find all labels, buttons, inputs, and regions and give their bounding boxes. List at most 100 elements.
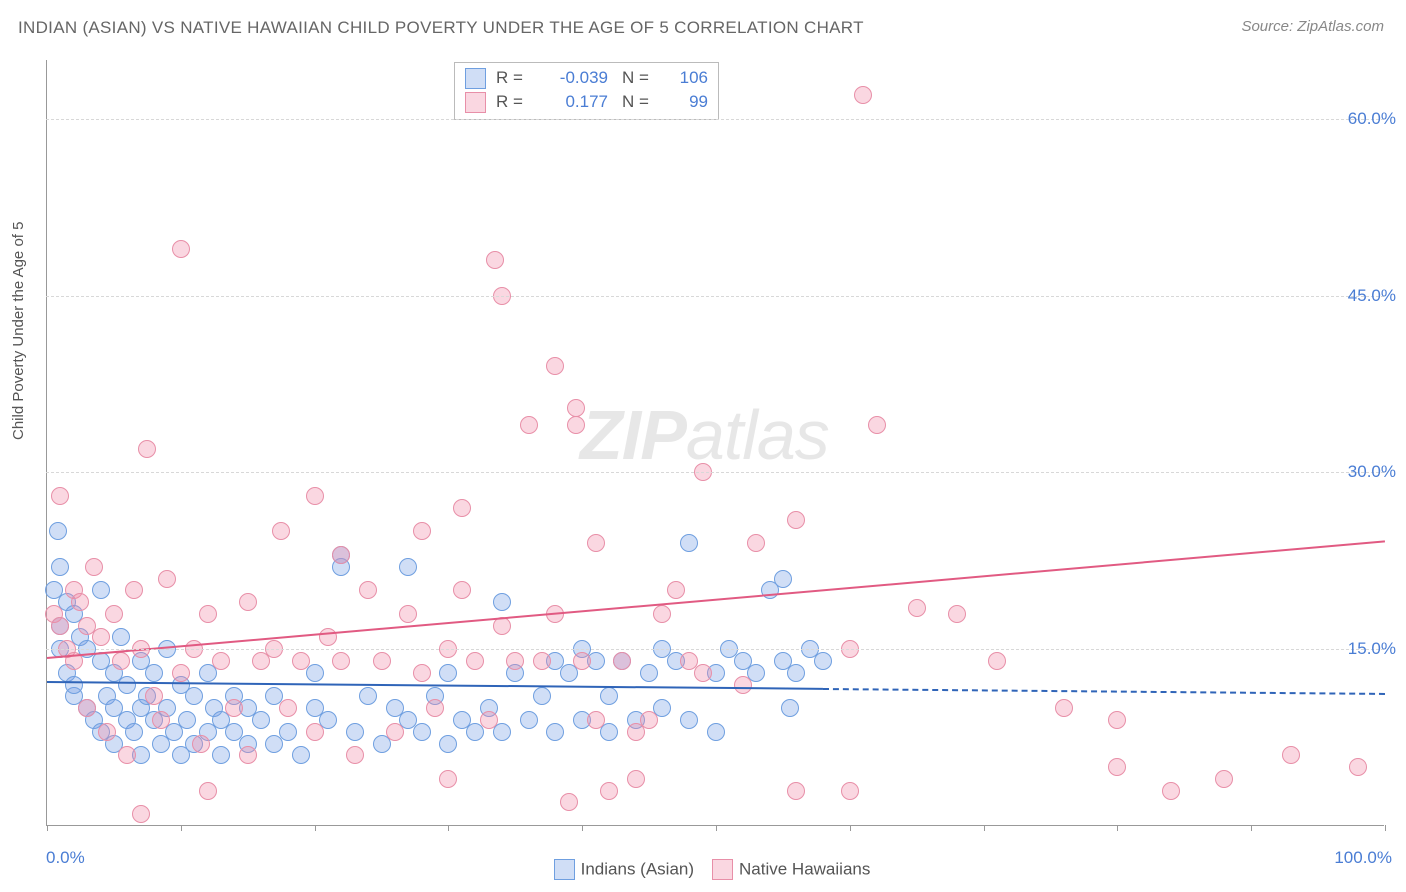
data-point [212, 746, 230, 764]
data-point [560, 793, 578, 811]
data-point [787, 664, 805, 682]
data-point [185, 687, 203, 705]
data-point [85, 558, 103, 576]
data-point [493, 593, 511, 611]
y-tick-label: 30.0% [1348, 462, 1396, 482]
x-tick [984, 825, 985, 831]
data-point [486, 251, 504, 269]
data-point [413, 664, 431, 682]
data-point [239, 593, 257, 611]
data-point [399, 605, 417, 623]
trend-line [823, 688, 1385, 695]
data-point [587, 711, 605, 729]
legend-series-name: Indians (Asian) [581, 860, 694, 879]
data-point [145, 664, 163, 682]
data-point [332, 652, 350, 670]
legend-row: R =-0.039N =106 [465, 66, 708, 90]
data-point [854, 86, 872, 104]
legend-r-label: R = [496, 90, 538, 114]
data-point [787, 782, 805, 800]
data-point [292, 746, 310, 764]
x-tick [1251, 825, 1252, 831]
y-axis-label: Child Poverty Under the Age of 5 [10, 222, 27, 440]
x-tick [1385, 825, 1386, 831]
data-point [125, 581, 143, 599]
data-point [640, 711, 658, 729]
x-tick [1117, 825, 1118, 831]
data-point [520, 711, 538, 729]
legend-row: R =0.177N =99 [465, 90, 708, 114]
data-point [51, 558, 69, 576]
y-tick-label: 60.0% [1348, 109, 1396, 129]
data-point [747, 534, 765, 552]
data-point [152, 711, 170, 729]
data-point [1215, 770, 1233, 788]
data-point [667, 581, 685, 599]
data-point [948, 605, 966, 623]
data-point [332, 546, 350, 564]
x-tick [181, 825, 182, 831]
legend-n-value: 99 [672, 90, 708, 114]
series-legend: Indians (Asian)Native Hawaiians [0, 859, 1406, 880]
data-point [1349, 758, 1367, 776]
data-point [841, 782, 859, 800]
data-point [680, 534, 698, 552]
data-point [118, 746, 136, 764]
data-point [567, 399, 585, 417]
data-point [613, 652, 631, 670]
x-tick [850, 825, 851, 831]
data-point [178, 711, 196, 729]
data-point [212, 652, 230, 670]
data-point [373, 652, 391, 670]
data-point [1108, 711, 1126, 729]
data-point [98, 723, 116, 741]
data-point [600, 782, 618, 800]
legend-n-label: N = [622, 66, 662, 90]
x-tick [47, 825, 48, 831]
data-point [105, 605, 123, 623]
data-point [386, 723, 404, 741]
data-point [533, 687, 551, 705]
data-point [92, 628, 110, 646]
data-point [346, 746, 364, 764]
data-point [506, 652, 524, 670]
data-point [480, 711, 498, 729]
x-tick [716, 825, 717, 831]
x-tick-label-min: 0.0% [46, 848, 85, 868]
data-point [399, 558, 417, 576]
data-point [567, 416, 585, 434]
source-attribution: Source: ZipAtlas.com [1241, 18, 1384, 35]
data-point [600, 687, 618, 705]
legend-swatch [554, 859, 575, 880]
data-point [199, 782, 217, 800]
data-point [439, 770, 457, 788]
data-point [306, 723, 324, 741]
legend-swatch [465, 92, 486, 113]
data-point [346, 723, 364, 741]
data-point [707, 723, 725, 741]
data-point [51, 487, 69, 505]
data-point [92, 581, 110, 599]
data-point [734, 676, 752, 694]
data-point [439, 664, 457, 682]
data-point [272, 522, 290, 540]
x-tick [582, 825, 583, 831]
data-point [125, 723, 143, 741]
x-tick [315, 825, 316, 831]
data-point [306, 487, 324, 505]
data-point [533, 652, 551, 670]
data-point [359, 581, 377, 599]
data-point [640, 664, 658, 682]
data-point [279, 723, 297, 741]
data-point [694, 664, 712, 682]
data-point [65, 676, 83, 694]
gridline [46, 119, 1384, 120]
data-point [413, 522, 431, 540]
data-point [787, 511, 805, 529]
legend-swatch [712, 859, 733, 880]
data-point [225, 699, 243, 717]
data-point [158, 570, 176, 588]
data-point [546, 723, 564, 741]
data-point [587, 534, 605, 552]
data-point [426, 699, 444, 717]
